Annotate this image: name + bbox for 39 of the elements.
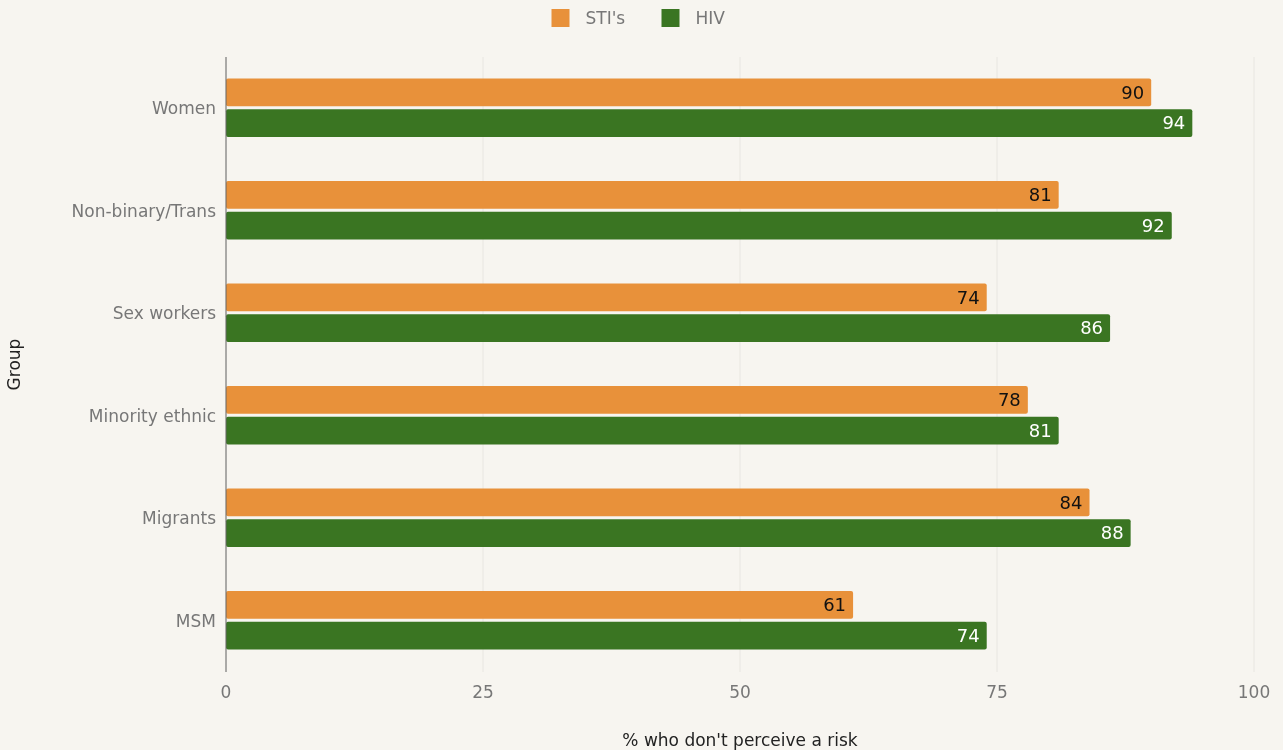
bar bbox=[226, 591, 854, 619]
y-axis-title: Group bbox=[4, 338, 24, 391]
data-label: 81 bbox=[1028, 419, 1052, 441]
bar bbox=[226, 621, 987, 650]
bar bbox=[226, 488, 1090, 517]
data-label: 61 bbox=[823, 594, 847, 616]
bar bbox=[226, 416, 1059, 445]
data-label: 86 bbox=[1080, 317, 1104, 339]
bar bbox=[226, 386, 1028, 414]
x-tick-label: 25 bbox=[472, 682, 494, 702]
bar bbox=[226, 519, 1131, 547]
data-label: 81 bbox=[1028, 184, 1052, 206]
x-axis-title: % who don't perceive a risk bbox=[622, 730, 858, 750]
data-label: 90 bbox=[1121, 81, 1145, 103]
y-tick-label: Women bbox=[151, 98, 216, 119]
legend-label: HIV bbox=[695, 7, 726, 28]
data-label: 84 bbox=[1059, 491, 1083, 513]
y-tick-label: Sex workers bbox=[112, 303, 217, 324]
x-tick-label: 0 bbox=[220, 682, 232, 702]
x-tick-label: 75 bbox=[986, 682, 1008, 702]
x-tick-label: 100 bbox=[1237, 682, 1271, 702]
data-label: 92 bbox=[1141, 214, 1165, 236]
x-tick-label: 50 bbox=[729, 682, 751, 702]
y-tick-label: Minority ethnic bbox=[88, 405, 216, 426]
bar bbox=[226, 109, 1193, 137]
data-label: 78 bbox=[997, 389, 1021, 411]
bar bbox=[226, 211, 1172, 240]
y-tick-label: Non-binary/Trans bbox=[71, 200, 217, 221]
bar bbox=[226, 283, 987, 312]
bar bbox=[226, 314, 1111, 342]
y-tick-label: Migrants bbox=[142, 508, 217, 529]
data-label: 94 bbox=[1162, 112, 1186, 134]
data-label: 88 bbox=[1100, 522, 1124, 544]
data-label: 74 bbox=[956, 624, 980, 646]
data-label: 74 bbox=[956, 286, 980, 308]
bar bbox=[226, 181, 1059, 209]
legend-label: STI's bbox=[585, 7, 626, 28]
bar bbox=[226, 78, 1152, 107]
y-tick-label: MSM bbox=[175, 610, 216, 631]
